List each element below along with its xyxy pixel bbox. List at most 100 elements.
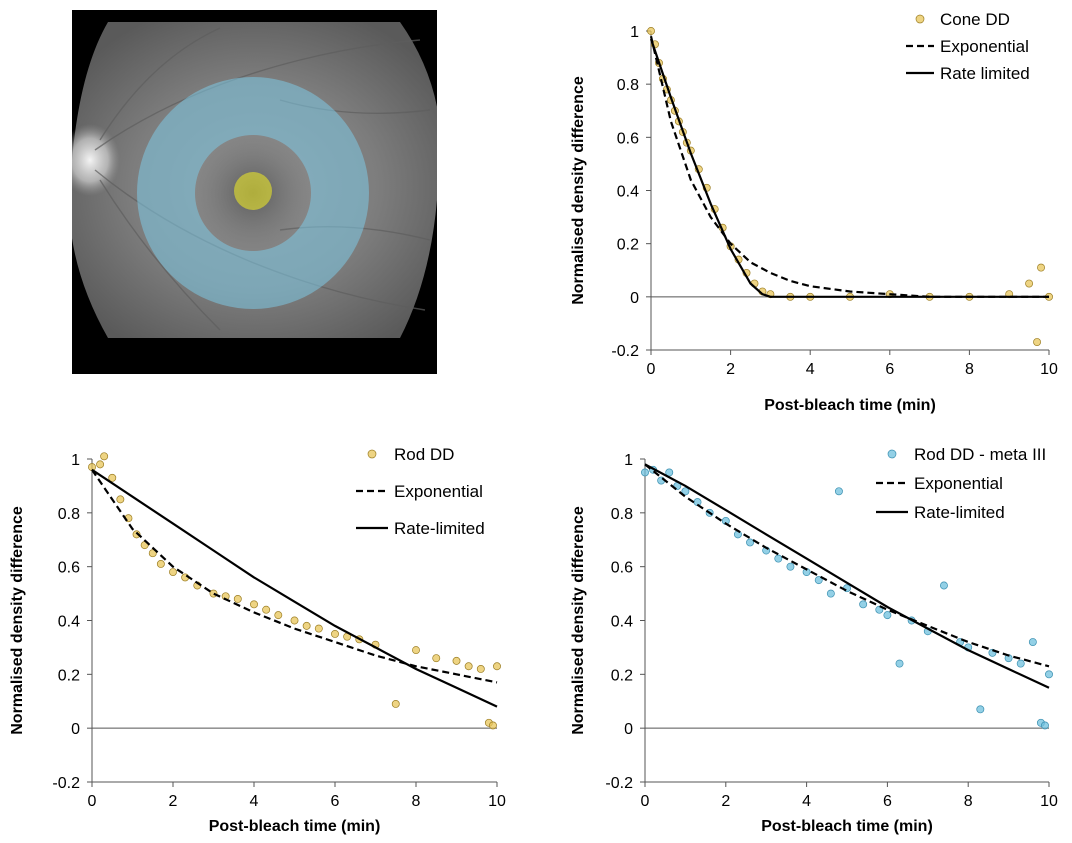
data-point bbox=[476, 665, 485, 673]
data-point bbox=[96, 460, 105, 469]
series-exponential-line bbox=[644, 463, 1050, 668]
x-tick-label: 6 bbox=[885, 361, 894, 378]
data-point bbox=[1041, 721, 1049, 730]
y-tick-label: 1 bbox=[71, 452, 80, 469]
data-point bbox=[746, 538, 754, 547]
y-tick-label: 1 bbox=[630, 24, 639, 41]
x-tick-label: 6 bbox=[883, 793, 892, 810]
y-tick-label: -0.2 bbox=[611, 343, 639, 360]
data-point bbox=[774, 554, 783, 563]
y-tick-label: 0 bbox=[71, 721, 80, 738]
data-point bbox=[331, 630, 339, 638]
y-axis-label: Normalised density difference bbox=[9, 506, 26, 735]
y-tick-label: 0.6 bbox=[611, 560, 633, 577]
data-point bbox=[391, 699, 400, 708]
fundus-image bbox=[72, 10, 437, 374]
x-axis-label: Post-bleach time (min) bbox=[761, 818, 933, 835]
y-axis-label: Normalised density difference bbox=[570, 76, 587, 305]
data-point bbox=[156, 560, 165, 568]
data-point bbox=[250, 600, 258, 609]
legend-label: Rate-limited bbox=[914, 503, 1005, 522]
x-tick-label: 0 bbox=[641, 793, 650, 810]
x-tick-label: 6 bbox=[331, 793, 340, 810]
legend-label: Rate-limited bbox=[394, 519, 485, 538]
y-tick-label: 1 bbox=[624, 452, 633, 469]
x-tick-label: 10 bbox=[1040, 361, 1058, 378]
y-tick-label: 0 bbox=[630, 290, 639, 307]
legend-label: Exponential bbox=[394, 482, 483, 501]
y-tick-label: 0.4 bbox=[611, 614, 633, 631]
x-tick-label: 2 bbox=[721, 793, 730, 810]
x-tick-label: 2 bbox=[169, 793, 178, 810]
data-point bbox=[169, 568, 177, 577]
legend-label: Rate limited bbox=[940, 64, 1030, 83]
data-point bbox=[940, 581, 948, 590]
y-tick-label: 0.2 bbox=[617, 237, 639, 254]
data-point bbox=[1016, 659, 1025, 668]
legend-label: Exponential bbox=[940, 37, 1029, 56]
legend-label: Exponential bbox=[914, 474, 1003, 493]
data-point bbox=[895, 659, 904, 668]
legend-marker bbox=[367, 449, 377, 459]
data-point bbox=[274, 611, 283, 620]
cone-center-region bbox=[234, 172, 272, 210]
data-point bbox=[493, 662, 501, 671]
data-point bbox=[100, 452, 109, 461]
y-tick-label: 0.8 bbox=[611, 506, 633, 523]
data-point bbox=[883, 611, 892, 620]
data-point bbox=[464, 662, 473, 671]
series-rate-limited-line bbox=[649, 38, 1049, 298]
legend-marker bbox=[887, 449, 897, 459]
x-tick-label: 10 bbox=[488, 793, 506, 810]
x-tick-label: 4 bbox=[802, 793, 811, 810]
legend-marker bbox=[915, 14, 925, 24]
x-tick-label: 8 bbox=[964, 793, 973, 810]
y-tick-label: -0.2 bbox=[52, 775, 80, 792]
data-point bbox=[834, 487, 843, 496]
data-point bbox=[489, 721, 497, 730]
data-point bbox=[976, 705, 985, 714]
data-point bbox=[132, 530, 141, 539]
legend: Cone DD Exponential Rate limited bbox=[906, 10, 1030, 83]
x-tick-label: 0 bbox=[88, 793, 97, 810]
data-point bbox=[826, 589, 835, 598]
legend-label: Cone DD bbox=[940, 10, 1010, 29]
legend: Rod DD - meta III Exponential Rate-limited bbox=[876, 445, 1046, 522]
y-axis-label: Normalised density difference bbox=[570, 506, 587, 735]
data-point bbox=[302, 621, 311, 630]
x-tick-label: 8 bbox=[412, 793, 421, 810]
x-tick-label: 4 bbox=[250, 793, 259, 810]
data-point bbox=[1033, 338, 1042, 346]
data-point bbox=[681, 487, 690, 496]
y-tick-label: 0.4 bbox=[58, 614, 80, 631]
y-tick-label: 0.2 bbox=[611, 667, 633, 684]
series-rod-points bbox=[88, 452, 501, 730]
y-tick-label: 0.8 bbox=[617, 77, 639, 94]
x-tick-label: 8 bbox=[965, 361, 974, 378]
data-point bbox=[412, 646, 420, 655]
data-point bbox=[116, 495, 125, 504]
data-point bbox=[262, 605, 271, 614]
x-tick-label: 4 bbox=[806, 361, 815, 378]
data-point bbox=[641, 468, 649, 477]
data-point bbox=[290, 616, 299, 625]
y-tick-label: 0 bbox=[624, 721, 633, 738]
legend-label: Rod DD - meta III bbox=[914, 445, 1046, 464]
x-axis-label: Post-bleach time (min) bbox=[209, 818, 381, 835]
data-point bbox=[1045, 670, 1053, 679]
data-point bbox=[1025, 279, 1034, 288]
x-tick-label: 2 bbox=[726, 361, 735, 378]
x-tick-label: 0 bbox=[647, 361, 656, 378]
y-tick-label: 0.2 bbox=[58, 667, 80, 684]
series-rate-limited-line bbox=[91, 468, 498, 708]
data-point bbox=[786, 562, 795, 571]
y-tick-label: 0.6 bbox=[58, 560, 80, 577]
data-point bbox=[148, 549, 157, 558]
x-tick-label: 10 bbox=[1040, 793, 1058, 810]
data-point bbox=[432, 654, 441, 663]
data-point bbox=[647, 27, 655, 35]
data-point bbox=[314, 624, 323, 633]
